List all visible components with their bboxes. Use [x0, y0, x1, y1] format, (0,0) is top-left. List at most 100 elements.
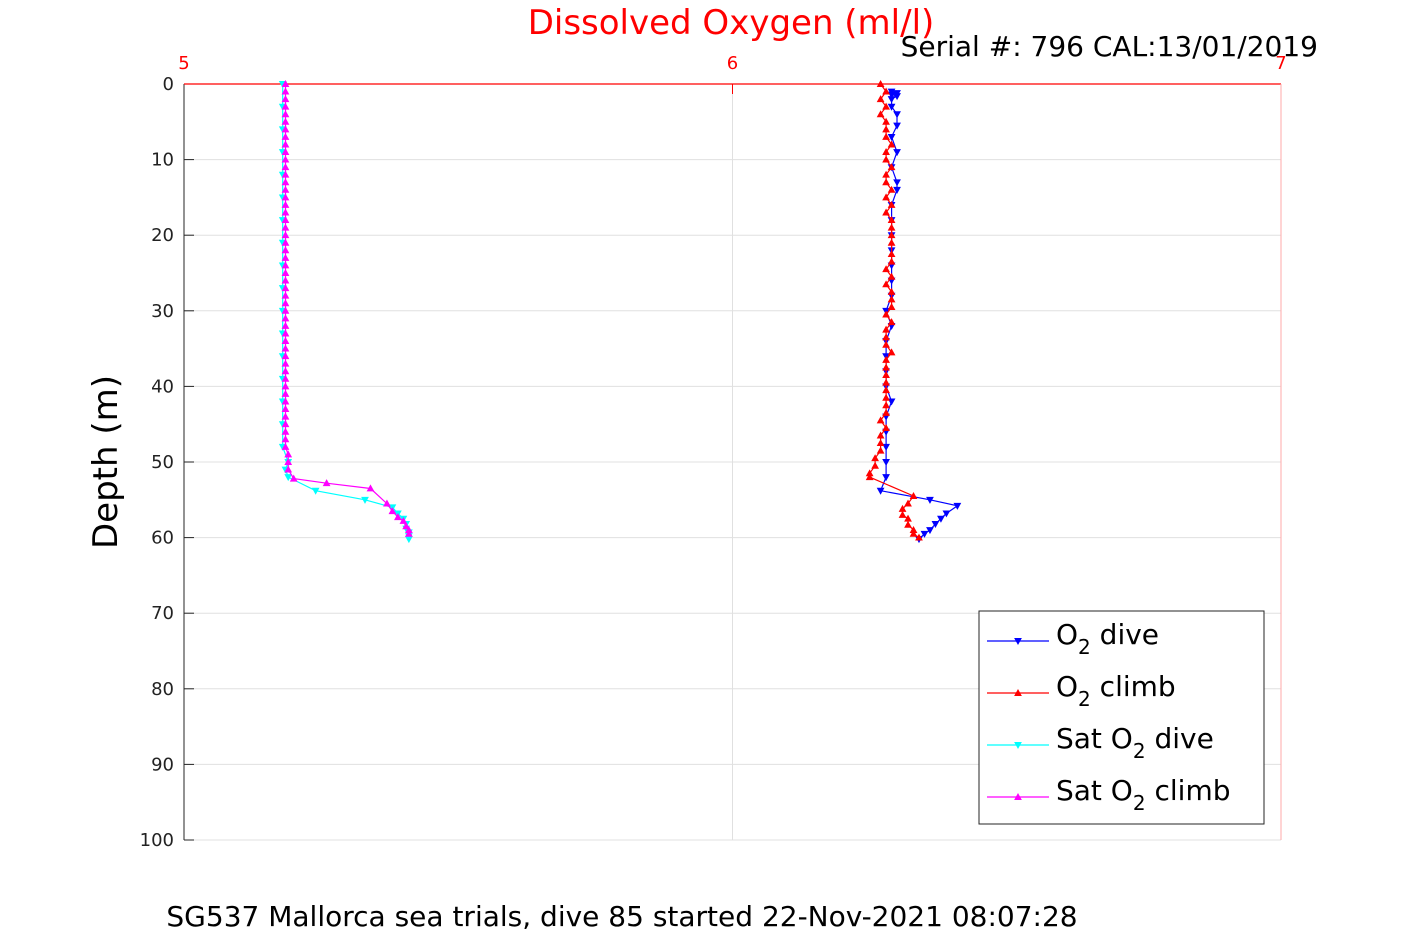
data-point	[284, 465, 293, 473]
data-point	[887, 133, 896, 141]
data-point	[909, 526, 918, 533]
data-point	[882, 408, 890, 416]
data-point	[281, 359, 290, 367]
data-point	[887, 103, 896, 111]
data-point	[926, 496, 934, 504]
data-point	[383, 499, 391, 507]
serial-label: Serial #: 796 CAL:13/01/2019	[901, 30, 1318, 63]
data-point	[871, 454, 879, 462]
data-point	[281, 382, 290, 390]
data-point	[289, 474, 298, 482]
data-point	[937, 515, 945, 523]
data-point	[361, 496, 369, 504]
data-point	[281, 246, 290, 254]
y-tick-label: 0	[163, 74, 174, 95]
y-tick-label: 20	[151, 225, 174, 246]
data-point	[281, 420, 290, 428]
data-point	[887, 287, 896, 295]
data-point	[887, 185, 896, 193]
data-point	[281, 306, 290, 314]
data-point	[281, 299, 290, 307]
data-point	[882, 102, 890, 110]
data-point	[281, 389, 290, 397]
data-point	[887, 272, 896, 280]
y-tick-label: 80	[151, 679, 174, 700]
y-tick-label: 70	[151, 603, 174, 624]
data-point	[882, 170, 890, 178]
data-point	[887, 250, 896, 258]
data-point	[942, 510, 951, 518]
legend-entry: O2 climb	[987, 670, 1176, 711]
data-point	[311, 487, 320, 495]
data-point	[405, 526, 413, 533]
data-point	[865, 469, 874, 477]
data-point	[281, 102, 290, 110]
data-point	[876, 95, 885, 103]
data-point	[876, 110, 885, 118]
data-point	[882, 378, 890, 386]
data-point	[871, 461, 879, 469]
data-point	[882, 125, 890, 133]
data-point	[882, 386, 890, 394]
data-point	[882, 87, 890, 95]
data-point	[931, 521, 940, 529]
data-point	[953, 502, 962, 510]
data-point	[281, 95, 290, 103]
data-point	[394, 513, 402, 521]
data-point	[281, 148, 290, 156]
data-point	[887, 238, 896, 246]
y-tick-label: 30	[151, 301, 174, 322]
data-point	[887, 398, 896, 406]
data-point	[887, 295, 896, 303]
data-point	[281, 163, 290, 171]
legend-marker	[1014, 638, 1022, 646]
legend-label: Sat O2 dive	[1056, 722, 1214, 763]
data-point	[876, 439, 885, 447]
legend-label: O2 dive	[1056, 618, 1159, 659]
data-point	[893, 149, 901, 157]
data-point	[882, 265, 890, 273]
caption: SG537 Mallorca sea trials, dive 85 start…	[166, 900, 1077, 933]
data-point	[284, 474, 293, 482]
series-o2-climb	[865, 79, 923, 541]
data-point	[281, 170, 290, 178]
data-point	[887, 348, 896, 356]
y-tick-label: 90	[151, 754, 174, 775]
legend-entry: Sat O2 dive	[987, 722, 1214, 763]
data-point	[284, 457, 293, 465]
data-point	[882, 178, 890, 186]
y-tick-label: 100	[140, 830, 174, 851]
data-point	[281, 276, 290, 284]
data-point	[281, 216, 290, 224]
data-point	[882, 155, 890, 163]
data-point	[399, 516, 408, 524]
data-point	[882, 371, 890, 379]
data-point	[882, 310, 890, 318]
series-sat-o2-climb	[281, 79, 413, 537]
data-point	[876, 487, 885, 495]
data-point	[281, 132, 290, 140]
data-point	[898, 504, 907, 512]
data-point	[281, 337, 290, 345]
data-point	[882, 193, 890, 201]
data-point	[887, 96, 896, 104]
data-point	[882, 474, 890, 482]
data-point	[281, 374, 290, 382]
data-point	[281, 200, 290, 208]
data-point	[893, 122, 901, 130]
data-point	[882, 423, 890, 431]
data-point	[281, 442, 290, 450]
data-point	[887, 223, 896, 231]
data-point	[882, 363, 890, 371]
data-point	[281, 125, 290, 133]
data-point	[281, 140, 290, 148]
data-point	[281, 110, 290, 118]
data-point	[887, 163, 896, 171]
data-point	[882, 355, 890, 363]
legend-marker	[1014, 742, 1022, 750]
data-point	[281, 412, 290, 420]
data-point	[281, 238, 290, 246]
data-point	[887, 302, 896, 310]
data-point	[882, 132, 890, 140]
y-tick-label: 60	[151, 528, 174, 549]
